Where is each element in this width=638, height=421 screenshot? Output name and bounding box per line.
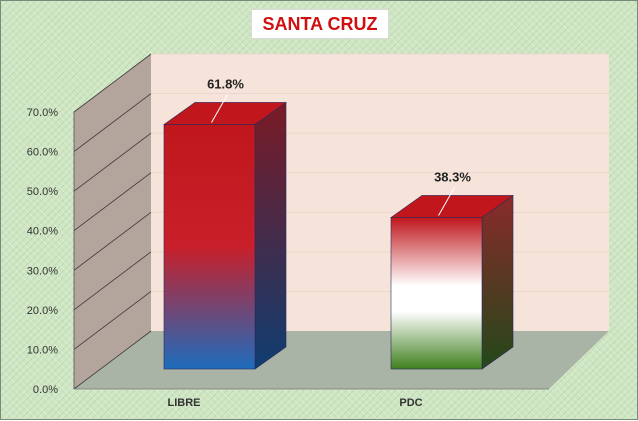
gridline [73,172,152,232]
y-tick-label: 20.0% [27,305,58,317]
bar-libre [163,124,256,370]
gridline [73,291,152,350]
y-tick-label: 30.0% [27,265,58,277]
data-label-leader [211,94,228,123]
y-tick-label: 40.0% [27,226,58,238]
y-tick-label: 60.0% [27,147,58,159]
y-tick-label: 0.0% [33,384,58,396]
gridline [73,330,152,390]
data-label: 61.8% [207,76,244,91]
x-category-label: PDC [399,397,422,409]
gridline [73,93,152,152]
gridline [73,211,152,271]
gridline [73,251,152,311]
y-tick-label: 10.0% [27,344,58,356]
gridline [73,53,152,113]
data-label-leader [438,187,455,216]
chart-title: SANTA CRUZ [251,9,389,39]
data-label: 38.3% [434,169,471,184]
floor [74,331,609,389]
bar-side [481,194,514,370]
gridline [73,132,152,192]
x-category-label: LIBRE [168,397,201,409]
side-wall [74,54,151,389]
y-tick-label: 70.0% [27,107,58,119]
bar-side [254,101,287,370]
bar-pdc [390,217,483,370]
y-tick-label: 50.0% [27,186,58,198]
